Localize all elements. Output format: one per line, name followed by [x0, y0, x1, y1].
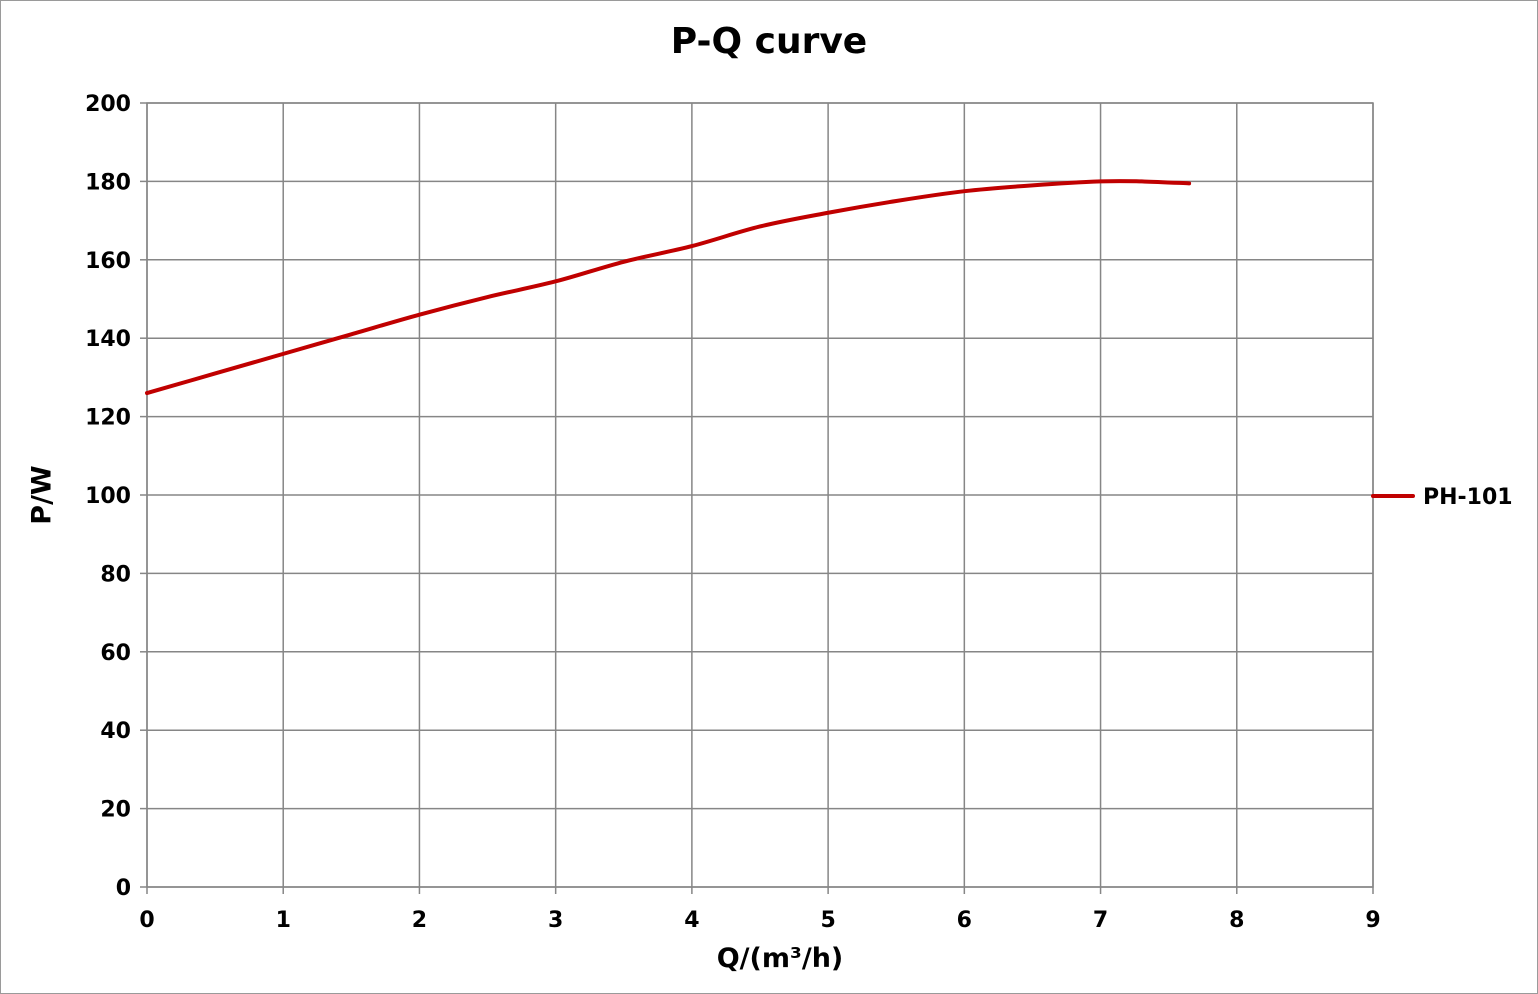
x-tick-label-5: 5 — [820, 908, 835, 933]
x-tick-label-1: 1 — [276, 908, 291, 933]
axis-ticks: 0 1 2 3 4 5 6 7 8 9 0 20 40 60 80 100 120 140 160 180 200 — [85, 92, 1381, 933]
chart-title: P-Q curve — [671, 21, 867, 62]
x-axis-title: Q/(m³/h) — [717, 943, 844, 974]
x-tick-label-3: 3 — [548, 908, 563, 933]
y-axis-title: P/W — [26, 465, 57, 524]
series-group — [145, 179, 1192, 396]
x-tick-label-8: 8 — [1229, 908, 1244, 933]
series-line-0 — [145, 179, 1192, 396]
grid — [146, 102, 1374, 888]
y-tick-label-20: 20 — [100, 798, 131, 823]
legend-label: PH-101 — [1423, 485, 1513, 510]
y-tick-label-200: 200 — [85, 92, 131, 117]
x-tick-label-9: 9 — [1365, 908, 1380, 933]
x-tick-label-2: 2 — [412, 908, 427, 933]
x-tick-label-0: 0 — [139, 908, 154, 933]
x-tick-label-4: 4 — [684, 908, 699, 933]
y-tick-label-80: 80 — [100, 562, 131, 587]
y-tick-label-120: 120 — [85, 406, 131, 431]
y-tick-label-180: 180 — [85, 170, 131, 195]
x-tick-label-7: 7 — [1093, 908, 1108, 933]
legend: PH-101 — [1371, 485, 1513, 510]
y-tick-label-40: 40 — [100, 719, 131, 744]
y-tick-label-140: 140 — [85, 327, 131, 352]
y-tick-label-100: 100 — [85, 484, 131, 509]
y-tick-label-60: 60 — [100, 641, 131, 666]
x-tick-label-6: 6 — [957, 908, 972, 933]
y-tick-label-160: 160 — [85, 249, 131, 274]
y-tick-label-0: 0 — [116, 876, 131, 901]
